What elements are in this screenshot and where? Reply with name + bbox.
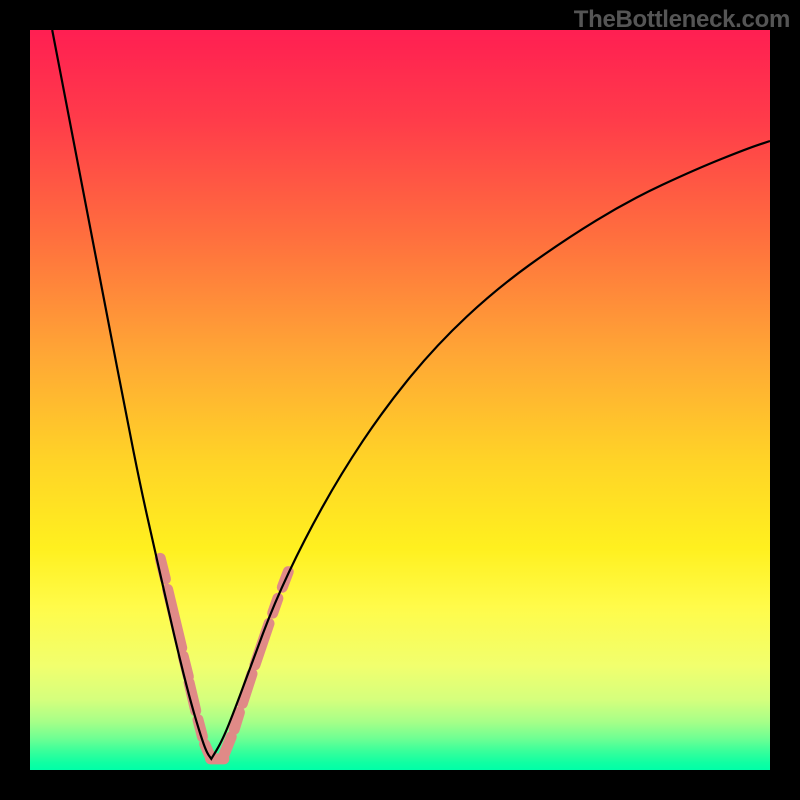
bottleneck-curve xyxy=(52,30,770,759)
curve-layer xyxy=(30,30,770,770)
plot-area xyxy=(30,30,770,770)
chart-container: TheBottleneck.com xyxy=(0,0,800,800)
watermark-text: TheBottleneck.com xyxy=(574,6,790,34)
